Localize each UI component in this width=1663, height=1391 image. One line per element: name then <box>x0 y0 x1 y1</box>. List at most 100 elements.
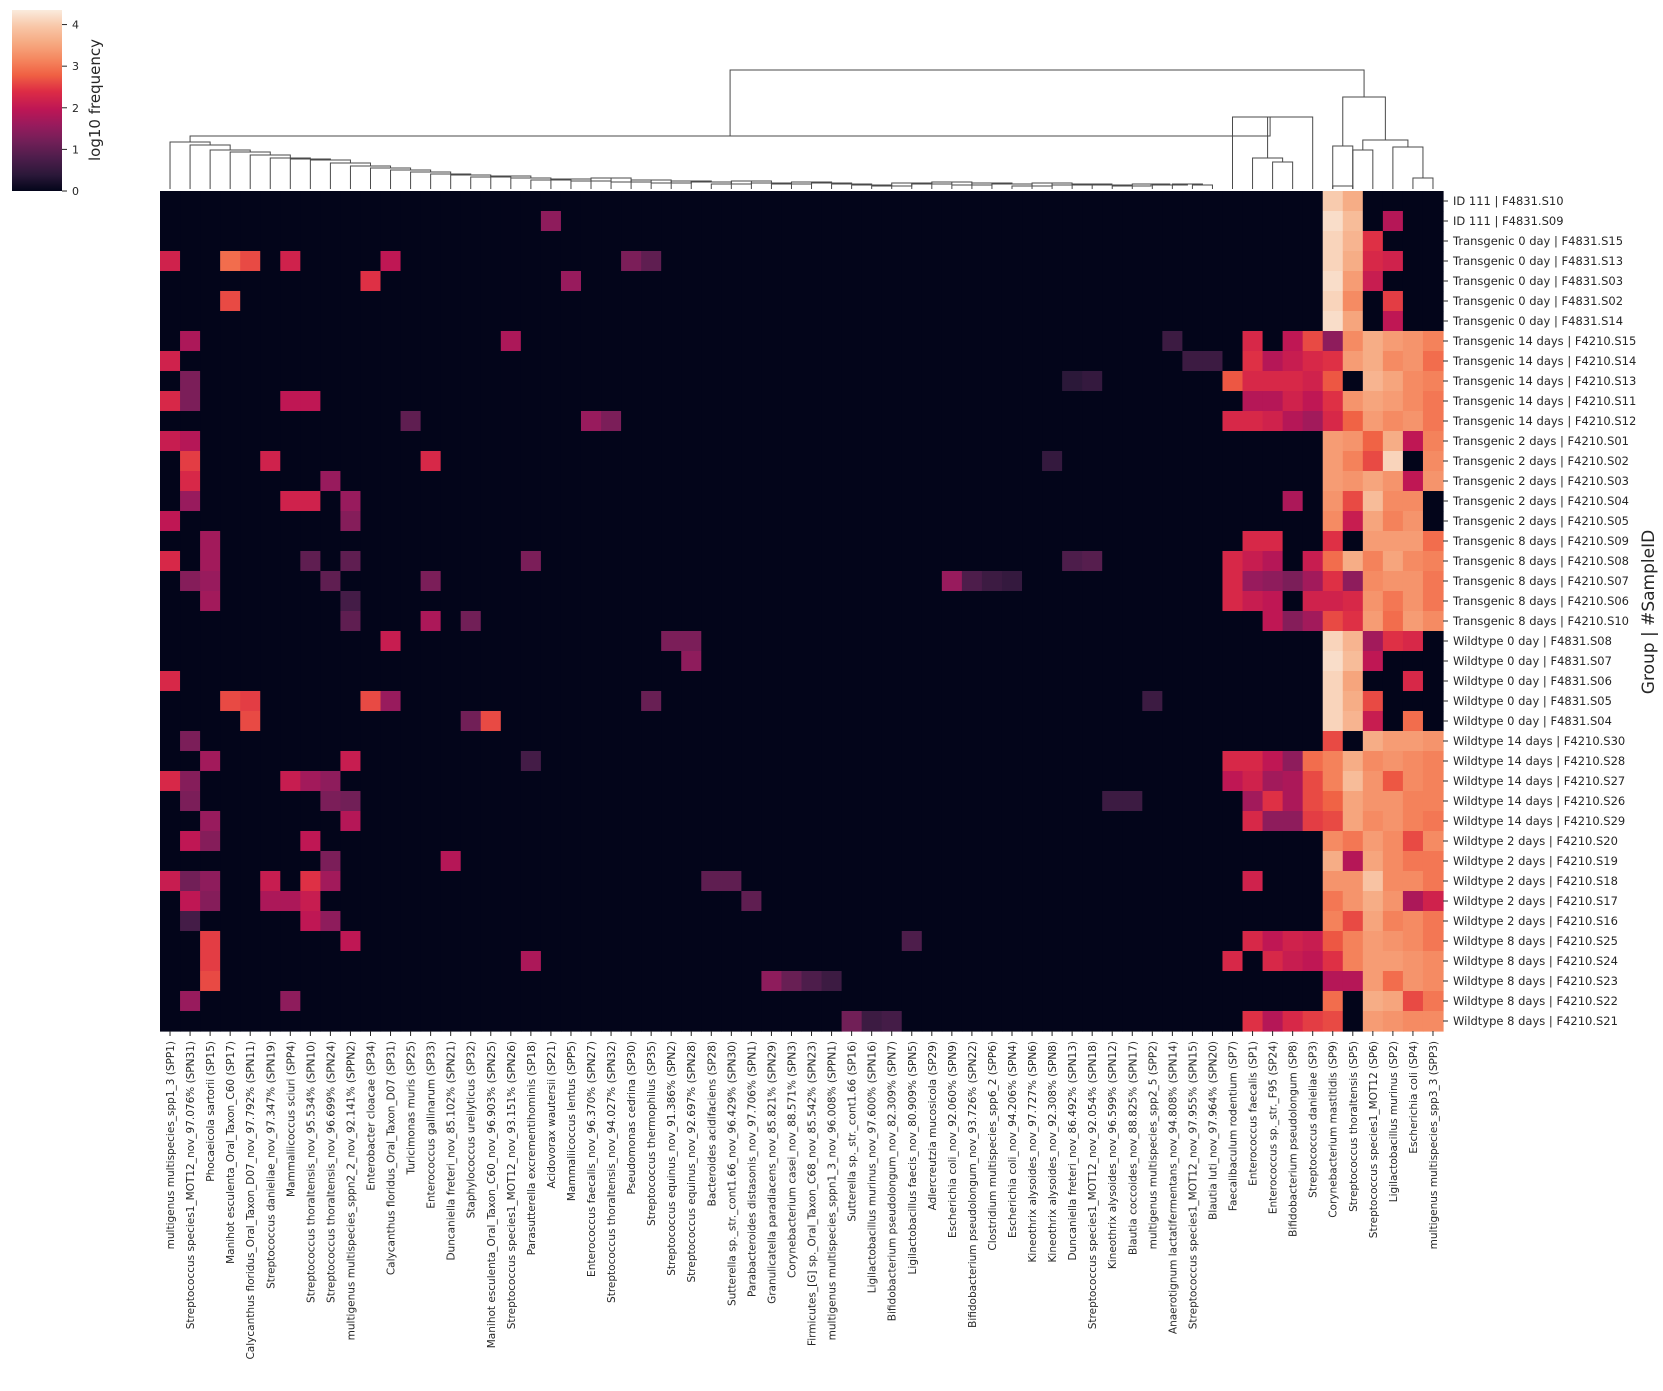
heatmap-cell <box>1282 891 1304 912</box>
heatmap-cell <box>781 271 803 292</box>
heatmap-cell <box>160 591 181 612</box>
heatmap-cell <box>1102 671 1123 692</box>
heatmap-cell <box>1202 851 1224 872</box>
heatmap-cell <box>1362 671 1384 692</box>
heatmap-cell <box>1062 711 1083 732</box>
heatmap-cell <box>601 351 622 372</box>
heatmap-cell <box>520 971 542 992</box>
heatmap-cell <box>781 771 803 792</box>
heatmap-cell <box>881 751 903 772</box>
heatmap-cell <box>681 351 702 372</box>
heatmap-cell <box>1182 711 1204 732</box>
column-label: Sutterella sp._str._cont1.66_nov_96.429%… <box>726 1041 738 1306</box>
heatmap-cell <box>1282 491 1304 512</box>
heatmap-cell <box>220 931 241 952</box>
heatmap-cell <box>240 831 261 852</box>
heatmap-cell <box>741 391 763 412</box>
heatmap-cell <box>1382 811 1404 832</box>
heatmap-cell <box>1142 431 1163 452</box>
heatmap-cell <box>520 591 542 612</box>
colorbar-tick-label: 1 <box>72 143 79 156</box>
heatmap-cell <box>1242 791 1264 812</box>
heatmap-cell <box>500 271 522 292</box>
heatmap-cell <box>601 431 622 452</box>
heatmap-cell <box>821 971 843 992</box>
heatmap-cell <box>1342 231 1364 252</box>
heatmap-cell <box>260 211 281 232</box>
heatmap-cell <box>1001 351 1023 372</box>
heatmap-cell <box>641 691 662 712</box>
heatmap-cell <box>1042 991 1063 1012</box>
heatmap-cell <box>1042 891 1063 912</box>
heatmap-cell <box>360 531 382 552</box>
heatmap-cell <box>400 971 422 992</box>
heatmap-cell <box>721 211 742 232</box>
heatmap-cell <box>1042 911 1063 932</box>
heatmap-cell <box>420 291 442 312</box>
heatmap-cell <box>1362 571 1384 592</box>
heatmap-cell <box>1362 191 1384 212</box>
column-label: Escherichia coli_nov_92.060% (SPN9) <box>947 1041 959 1238</box>
heatmap-cell <box>1162 831 1183 852</box>
heatmap-cell <box>1182 191 1204 212</box>
heatmap-cell <box>1022 511 1043 532</box>
heatmap-cell <box>701 471 722 492</box>
row-label: Transgenic 14 days | F4210.S15 <box>1452 334 1636 348</box>
heatmap-cell <box>1142 771 1163 792</box>
heatmap-cell <box>500 671 522 692</box>
heatmap-cell <box>1182 891 1204 912</box>
heatmap-cell <box>500 451 522 472</box>
heatmap-cell <box>440 911 462 932</box>
heatmap-cell <box>300 391 321 412</box>
heatmap-cell <box>1302 631 1324 652</box>
heatmap-cell <box>1182 751 1204 772</box>
heatmap-cell <box>781 291 803 312</box>
heatmap-cell <box>540 711 562 732</box>
heatmap-cell <box>821 751 843 772</box>
heatmap-cell <box>160 731 181 752</box>
heatmap-cell <box>1042 691 1063 712</box>
heatmap-cell <box>741 691 763 712</box>
heatmap-cell <box>921 431 943 452</box>
heatmap-cell <box>240 931 261 952</box>
heatmap-cell <box>841 531 863 552</box>
heatmap-cell <box>400 1011 422 1032</box>
column-label: Corynebacterium mastitidis (SP9) <box>1328 1041 1340 1218</box>
heatmap-cell <box>400 671 422 692</box>
heatmap-cell <box>901 191 923 212</box>
heatmap-cell <box>961 231 983 252</box>
heatmap-cell <box>1042 631 1063 652</box>
row-label: Wildtype 14 days | F4210.S27 <box>1453 774 1625 788</box>
heatmap-cell <box>400 711 422 732</box>
heatmap-cell <box>801 251 823 272</box>
heatmap-cell <box>1382 291 1404 312</box>
heatmap-cell <box>621 951 642 972</box>
row-label: Wildtype 0 day | F4831.S04 <box>1453 714 1612 728</box>
heatmap-cell <box>440 711 462 732</box>
heatmap-cell <box>641 211 662 232</box>
heatmap-cell <box>180 191 201 212</box>
heatmap-cell <box>1422 651 1444 672</box>
heatmap-cell <box>661 231 682 252</box>
column-label: Faecalibaculum rodentium (SP7) <box>1228 1041 1240 1211</box>
heatmap-cell <box>360 951 382 972</box>
heatmap-cell <box>821 431 843 452</box>
heatmap-cell <box>621 771 642 792</box>
heatmap-cell <box>1102 931 1123 952</box>
heatmap-cell <box>1422 371 1444 392</box>
heatmap-cell <box>300 471 321 492</box>
heatmap-cell <box>1322 231 1344 252</box>
heatmap-cell <box>681 791 702 812</box>
heatmap-cell <box>340 971 362 992</box>
heatmap-cell <box>160 631 181 652</box>
heatmap-cell <box>681 571 702 592</box>
heatmap-cell <box>1422 631 1444 652</box>
heatmap-cell <box>621 471 642 492</box>
heatmap-cell <box>1222 451 1244 472</box>
heatmap-cell <box>721 551 742 572</box>
heatmap-cell <box>180 271 201 292</box>
heatmap-cell <box>180 891 201 912</box>
heatmap-cell <box>1282 231 1304 252</box>
heatmap-cell <box>1402 531 1424 552</box>
heatmap-cell <box>260 671 281 692</box>
